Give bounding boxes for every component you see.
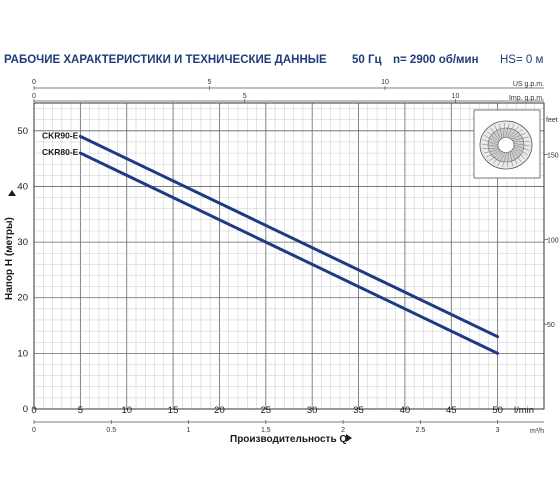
plot-frame — [33, 102, 545, 410]
y-tick-label: 50 — [17, 126, 28, 137]
x-tick-label: 5 — [78, 405, 83, 416]
imp-gpm-unit: Imp. g.p.m. — [509, 95, 544, 102]
x-tick-label: 0 — [31, 405, 36, 416]
x-unit-label: l/min — [514, 405, 534, 416]
y-axis-title: Напор H (метры) — [4, 217, 15, 300]
impeller-vane — [511, 150, 518, 165]
y-tick-label: 0 — [23, 404, 28, 415]
series-line-ckr90-e — [78, 134, 500, 339]
impeller-vane — [502, 152, 508, 167]
imp-gpm-tick-label: 10 — [452, 93, 460, 100]
impeller-vane — [490, 127, 500, 141]
x-axis-arrow-icon — [346, 434, 352, 442]
feet-tick-label: 50 — [547, 322, 555, 329]
y-tick-label: 40 — [17, 181, 28, 192]
grid-lines — [34, 103, 544, 409]
impeller-vane — [489, 151, 503, 161]
impeller-vane — [513, 147, 525, 159]
impeller-vane — [499, 123, 503, 139]
impeller-vane — [509, 129, 523, 139]
x-tick-label: 15 — [168, 405, 179, 416]
x-axis-title: Производительность Q — [230, 434, 347, 445]
y-tick-label: 30 — [17, 237, 28, 248]
y-tick-label: 10 — [17, 348, 28, 359]
impeller-vane — [509, 151, 513, 167]
impeller-vane — [492, 151, 504, 164]
feet-unit: feet — [546, 117, 558, 124]
chart-header: РАБОЧИЕ ХАРАКТЕРИСТИКИ И ТЕХНИЧЕСКИЕ ДАН… — [0, 54, 560, 74]
impeller-vane — [482, 147, 499, 149]
x-tick-label: 10 — [121, 405, 132, 416]
impeller-vane — [512, 149, 522, 163]
series-label-ckr80-e: CKR80-E — [42, 147, 79, 157]
impeller-vane — [513, 146, 528, 155]
feet-tick-label: 150 — [547, 153, 559, 160]
impeller-vane — [513, 143, 531, 147]
impeller-vane — [508, 126, 520, 139]
impeller-vane — [497, 152, 506, 166]
x-tick-label: 35 — [353, 405, 364, 416]
series-label-ckr90-e: CKR90-E — [42, 130, 79, 140]
impeller-vane — [506, 124, 515, 138]
m3h-tick-label: 2.5 — [415, 427, 425, 434]
m3h-tick-label: 1.5 — [261, 427, 271, 434]
us-gpm-tick-label: 10 — [381, 79, 389, 86]
us-gpm-tick-label: 0 — [32, 79, 36, 86]
x-tick-label: 30 — [307, 405, 318, 416]
imp-gpm-tick-label: 5 — [243, 93, 247, 100]
pump-impeller-icon — [473, 109, 541, 179]
chart-title: РАБОЧИЕ ХАРАКТЕРИСТИКИ И ТЕХНИЧЕСКИЕ ДАН… — [4, 54, 327, 66]
m3h-tick-label: 0.5 — [106, 427, 116, 434]
impeller-vane — [503, 123, 505, 138]
impeller-vane — [511, 132, 527, 140]
y-axis-arrow-icon — [8, 190, 16, 196]
hs-label: HS= 0 м — [500, 54, 544, 66]
impeller-vane — [512, 136, 529, 141]
impeller-vane — [513, 141, 530, 143]
impeller-vane — [504, 123, 510, 138]
impeller-vane — [484, 135, 499, 144]
impeller-vane — [485, 150, 501, 158]
us-gpm-tick-label: 5 — [208, 79, 212, 86]
impeller-vane — [494, 125, 501, 140]
x-tick-label: 40 — [400, 405, 411, 416]
series-line-ckr80-e — [78, 151, 500, 355]
impeller-vane — [487, 131, 499, 143]
impeller-vane — [483, 149, 500, 154]
x-tick-label: 50 — [492, 405, 503, 416]
impeller-vane — [481, 143, 499, 147]
impeller-vane — [507, 152, 509, 167]
m3h-tick-label: 0 — [32, 427, 36, 434]
m3h-tick-label: 1 — [187, 427, 191, 434]
impeller-vane — [513, 144, 530, 151]
speed-label: n= 2900 об/мин — [393, 54, 479, 66]
m3h-tick-label: 3 — [496, 427, 500, 434]
frequency-label: 50 Гц — [352, 54, 382, 66]
m3h-tick-label: 2 — [341, 427, 345, 434]
x-tick-label: 20 — [214, 405, 225, 416]
impeller-vane — [482, 139, 499, 146]
series-group: CKR90-E CKR80-E — [42, 130, 500, 355]
x-tick-label: 25 — [261, 405, 272, 416]
us-gpm-unit: US g.p.m. — [513, 81, 544, 88]
m3h-unit: m³/h — [530, 428, 544, 435]
y-tick-label: 20 — [17, 293, 28, 304]
imp-gpm-tick-label: 0 — [32, 93, 36, 100]
x-tick-label: 45 — [446, 405, 457, 416]
feet-tick-label: 100 — [547, 237, 559, 244]
